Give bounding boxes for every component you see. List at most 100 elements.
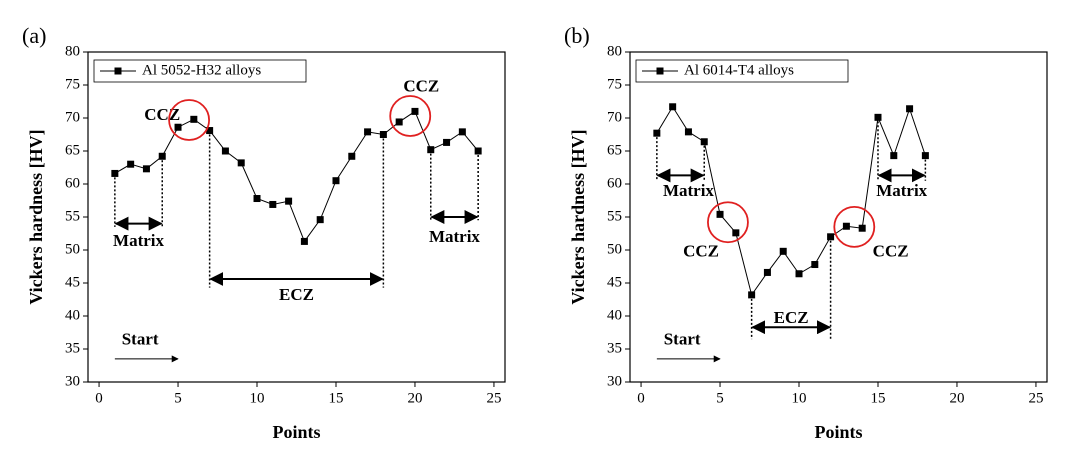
y-tick-label: 50 xyxy=(65,241,80,257)
data-point xyxy=(684,128,692,136)
y-tick-label: 45 xyxy=(607,274,622,290)
highlight-circle xyxy=(168,99,210,141)
data-point xyxy=(669,103,677,111)
y-tick-label: 75 xyxy=(607,76,622,92)
data-point xyxy=(732,229,740,237)
data-point xyxy=(190,115,198,123)
y-tick-label: 35 xyxy=(65,340,80,356)
highlight-circle xyxy=(833,205,876,248)
y-axis-title: Vickers hardness [HV] xyxy=(26,129,46,304)
y-tick-label: 60 xyxy=(607,175,622,191)
data-point xyxy=(174,123,182,131)
data-point xyxy=(427,146,435,154)
y-tick-label: 30 xyxy=(607,373,622,389)
data-point xyxy=(332,177,340,185)
data-point xyxy=(716,210,724,218)
x-tick-label: 0 xyxy=(95,390,103,406)
data-point xyxy=(127,160,135,168)
data-point xyxy=(906,105,914,113)
data-point xyxy=(827,233,835,241)
data-point xyxy=(111,169,119,177)
data-point xyxy=(316,216,324,224)
data-point xyxy=(748,291,756,299)
legend-box xyxy=(635,59,849,83)
x-tick-label: 10 xyxy=(792,390,807,406)
legend-label: Al 5052-H32 alloys xyxy=(142,62,261,78)
data-point xyxy=(142,165,150,173)
data-point xyxy=(206,127,214,135)
y-tick-label: 60 xyxy=(65,175,80,191)
annotation: Matrix xyxy=(113,231,164,250)
highlight-circle xyxy=(389,95,432,137)
y-tick-label: 65 xyxy=(607,142,622,158)
y-tick-label: 35 xyxy=(607,340,622,356)
panel-label: (b) xyxy=(564,23,590,48)
annotation: Start xyxy=(664,329,701,348)
y-tick-label: 80 xyxy=(65,43,80,59)
data-point xyxy=(253,195,261,203)
y-tick-label: 70 xyxy=(65,109,80,125)
x-tick-label: 15 xyxy=(870,390,885,406)
data-point xyxy=(795,270,803,278)
y-tick-label: 55 xyxy=(65,208,80,224)
y-tick-label: 40 xyxy=(65,307,80,323)
annotation: ECZ xyxy=(774,308,809,327)
panel-label: (a) xyxy=(22,23,46,48)
y-tick-label: 80 xyxy=(607,43,622,59)
series-line xyxy=(656,105,926,297)
data-point xyxy=(411,107,419,115)
annotation: CCZ xyxy=(144,105,180,124)
x-tick-label: 0 xyxy=(637,390,645,406)
x-tick-label: 5 xyxy=(174,390,182,406)
y-tick-label: 50 xyxy=(607,241,622,257)
data-point xyxy=(364,128,372,136)
data-point xyxy=(395,118,403,126)
data-point xyxy=(890,152,898,160)
data-point xyxy=(763,268,771,276)
x-tick-label: 25 xyxy=(1028,390,1043,406)
data-point xyxy=(842,222,850,230)
data-point xyxy=(874,113,882,121)
x-tick-label: 5 xyxy=(716,390,724,406)
y-tick-label: 40 xyxy=(607,307,622,323)
data-point xyxy=(348,152,356,160)
y-tick-label: 55 xyxy=(607,208,622,224)
data-point xyxy=(811,261,819,269)
annotation: Start xyxy=(122,329,159,348)
data-point xyxy=(379,131,387,138)
data-point xyxy=(458,128,466,136)
data-point xyxy=(237,159,245,167)
annotation: Matrix xyxy=(429,227,480,246)
data-point xyxy=(158,152,166,160)
x-tick-label: 15 xyxy=(328,390,343,406)
annotation: ECZ xyxy=(279,285,314,304)
y-tick-label: 45 xyxy=(65,274,80,290)
legend-label: Al 6014-T4 alloys xyxy=(684,62,794,78)
annotation: Matrix xyxy=(876,181,927,200)
annotation: Matrix xyxy=(663,181,714,200)
annotation: CCZ xyxy=(403,77,439,96)
annotation: CCZ xyxy=(683,242,719,261)
data-point xyxy=(285,197,293,205)
y-axis-title: Vickers hardness [HV] xyxy=(568,129,588,304)
data-point xyxy=(921,152,929,160)
data-point xyxy=(858,224,866,232)
y-tick-label: 65 xyxy=(65,142,80,158)
data-point xyxy=(300,237,308,245)
data-point xyxy=(779,247,787,255)
legend-box xyxy=(93,59,307,83)
series-line xyxy=(114,110,479,243)
data-point xyxy=(653,129,661,137)
data-point xyxy=(700,138,708,146)
legend-marker xyxy=(656,67,664,75)
y-tick-label: 75 xyxy=(65,76,80,92)
data-point xyxy=(221,147,229,155)
x-tick-label: 25 xyxy=(486,390,501,406)
data-point xyxy=(269,200,277,208)
y-tick-label: 30 xyxy=(65,373,80,389)
x-axis-title: Points xyxy=(272,422,320,442)
data-point xyxy=(443,138,451,146)
x-tick-label: 20 xyxy=(407,390,422,406)
x-tick-label: 10 xyxy=(250,390,265,406)
